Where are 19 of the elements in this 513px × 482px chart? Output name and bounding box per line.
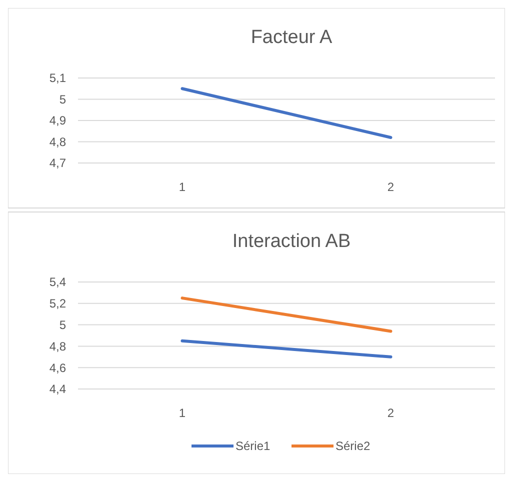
legend-label: Série2 <box>336 439 371 454</box>
x-tick-label: 2 <box>387 180 394 194</box>
y-tick-label: 4,8 <box>49 134 66 149</box>
y-tick-label: 4,7 <box>49 156 66 170</box>
y-tick-label: 5 <box>59 92 66 106</box>
y-tick-label: 5,1 <box>49 71 66 86</box>
x-tick-label: 2 <box>387 406 394 420</box>
chart-title: Facteur A <box>250 27 332 48</box>
y-tick-label: 5 <box>59 318 66 332</box>
x-tick-label: 1 <box>178 180 186 194</box>
chart-title: Interaction AB <box>232 231 351 252</box>
y-tick-label: 4,9 <box>49 114 66 128</box>
y-tick-label: 4,6 <box>49 360 66 375</box>
y-tick-label: 4,8 <box>49 339 66 354</box>
x-tick-label: 1 <box>178 406 186 420</box>
y-tick-label: 5,4 <box>49 275 66 290</box>
y-tick-label: 4,4 <box>49 382 66 396</box>
legend-label: Série1 <box>236 439 271 454</box>
y-tick-label: 5,2 <box>49 296 66 311</box>
